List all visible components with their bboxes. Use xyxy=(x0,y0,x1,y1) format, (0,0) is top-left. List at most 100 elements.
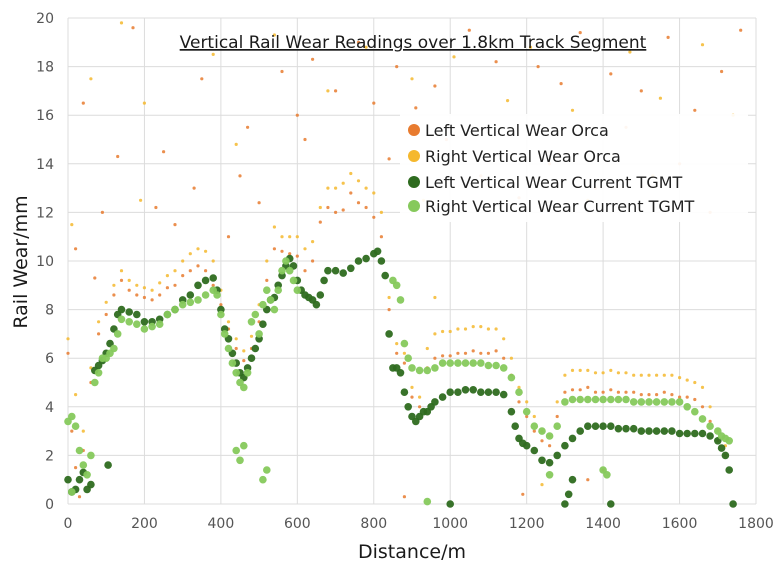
data-point xyxy=(117,315,126,324)
data-point xyxy=(112,283,116,287)
data-point xyxy=(173,223,177,227)
data-point xyxy=(660,427,669,435)
x-tick-label: 1400 xyxy=(585,516,621,532)
data-point xyxy=(165,274,169,278)
data-point xyxy=(717,444,726,452)
data-point xyxy=(691,407,699,416)
data-point xyxy=(683,403,691,411)
data-point xyxy=(515,388,523,397)
data-point xyxy=(201,276,210,285)
data-point xyxy=(452,55,456,59)
data-point xyxy=(517,385,521,389)
data-point xyxy=(66,337,70,341)
data-point xyxy=(499,364,508,372)
data-point xyxy=(561,500,569,508)
data-point xyxy=(311,240,315,244)
data-point xyxy=(553,422,561,431)
legend-entry: Right Vertical Wear Current TGMT xyxy=(408,197,695,216)
data-point xyxy=(242,349,246,353)
data-point xyxy=(364,205,368,210)
data-point xyxy=(410,385,414,389)
data-point xyxy=(622,395,630,404)
data-point xyxy=(438,393,447,401)
data-point xyxy=(739,28,743,32)
data-point xyxy=(423,366,432,375)
data-point xyxy=(64,475,72,484)
data-point xyxy=(280,69,284,74)
data-point xyxy=(525,400,529,404)
data-point xyxy=(414,106,418,110)
data-point xyxy=(540,439,544,443)
y-tick-label: 20 xyxy=(36,11,54,27)
legend-entry: Left Vertical Wear Orca xyxy=(408,121,609,140)
data-point xyxy=(171,305,179,314)
data-point xyxy=(158,281,162,285)
y-tick-label: 8 xyxy=(45,303,54,319)
data-point xyxy=(530,446,539,455)
data-point xyxy=(68,412,76,421)
data-point xyxy=(408,364,416,372)
data-point xyxy=(272,33,276,37)
data-point xyxy=(404,354,413,363)
y-axis-label: Rail Wear/mm xyxy=(10,195,32,328)
data-point xyxy=(603,471,611,479)
data-point xyxy=(234,346,238,351)
data-point xyxy=(438,359,447,367)
data-point xyxy=(395,351,399,355)
data-point xyxy=(492,361,500,370)
data-point xyxy=(545,432,554,440)
legend: Left Vertical Wear Orca Right Vertical W… xyxy=(400,114,748,222)
data-point xyxy=(668,398,676,406)
data-point xyxy=(87,480,95,489)
data-point xyxy=(70,429,74,433)
data-point xyxy=(133,320,141,329)
data-point xyxy=(721,451,730,460)
data-point xyxy=(564,490,573,499)
data-point xyxy=(708,405,712,409)
data-point xyxy=(652,427,661,435)
data-point xyxy=(578,368,582,372)
data-point xyxy=(396,369,405,377)
data-point xyxy=(326,89,330,93)
data-point xyxy=(410,395,414,399)
data-point xyxy=(349,171,353,176)
data-point xyxy=(607,422,615,431)
data-point xyxy=(402,351,406,355)
data-point xyxy=(484,388,493,397)
data-point xyxy=(247,354,256,363)
data-point xyxy=(645,427,653,435)
data-point xyxy=(334,186,338,190)
data-point xyxy=(303,247,307,251)
legend-marker-right-orca xyxy=(408,150,420,162)
data-point xyxy=(173,283,177,287)
data-point xyxy=(201,291,210,299)
data-point xyxy=(295,235,299,239)
data-point xyxy=(637,398,646,406)
data-point xyxy=(538,456,546,465)
data-point xyxy=(140,318,149,326)
data-point xyxy=(448,329,452,334)
data-point xyxy=(356,179,361,183)
data-point xyxy=(75,446,84,455)
data-point xyxy=(467,28,471,32)
data-point xyxy=(226,320,231,324)
data-point xyxy=(601,390,605,394)
legend-marker-left-tgmt xyxy=(408,176,420,188)
data-point xyxy=(461,386,470,394)
data-point xyxy=(433,84,437,88)
data-point xyxy=(494,349,498,353)
data-point xyxy=(507,407,516,416)
x-tick-label: 800 xyxy=(360,516,387,532)
data-point xyxy=(477,359,485,367)
data-point xyxy=(492,388,500,397)
data-point xyxy=(628,50,632,54)
data-point xyxy=(232,369,240,377)
data-point xyxy=(433,332,437,336)
data-point xyxy=(71,422,80,431)
data-point xyxy=(395,342,399,346)
data-point xyxy=(471,325,475,329)
data-point xyxy=(362,254,370,263)
y-tick-label: 0 xyxy=(45,497,54,513)
legend-label-left-tgmt: Left Vertical Wear Current TGMT xyxy=(425,173,683,192)
data-point xyxy=(658,96,663,100)
